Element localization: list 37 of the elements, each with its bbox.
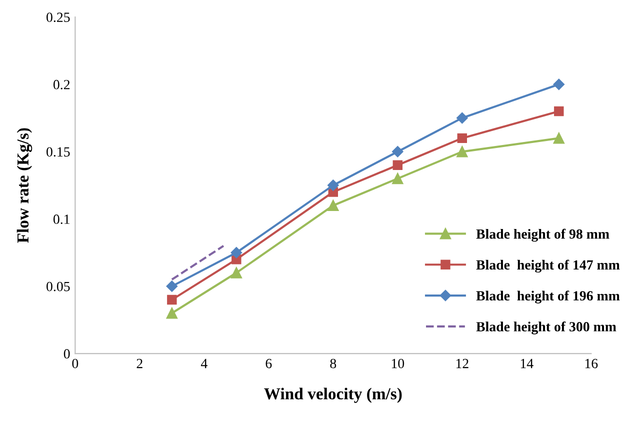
legend-label: Blade height of 300 mm	[476, 322, 616, 334]
y-tick-label: 0	[64, 349, 70, 359]
point	[392, 173, 404, 184]
point	[392, 146, 404, 158]
x-tick-label: 4	[200, 358, 208, 368]
point	[553, 132, 564, 144]
point	[328, 200, 339, 212]
point	[392, 160, 403, 170]
point	[230, 247, 242, 258]
x-tick-label: 0	[72, 358, 78, 368]
x-tick-label: 6	[266, 358, 272, 368]
point	[166, 308, 178, 319]
x-tick-label: 12	[456, 358, 468, 368]
point	[457, 133, 468, 144]
legend-label: Blade height of 147 mm	[476, 260, 620, 273]
y-tick-label: 0.25	[46, 12, 70, 22]
point	[230, 267, 242, 278]
point	[553, 78, 564, 90]
x-tick-label: 14	[520, 358, 534, 368]
point	[456, 112, 468, 124]
x-tick-label: 16	[585, 358, 598, 368]
point	[166, 280, 178, 292]
legend-label: Blade height of 98 mm	[476, 228, 610, 242]
y-tick-label: 0.15	[46, 147, 70, 157]
legend-label: Blade height of 196 mm	[476, 290, 620, 304]
x-tick-label: 10	[392, 358, 404, 368]
x-tick-label: 2	[136, 358, 142, 368]
point	[328, 180, 339, 191]
point	[167, 294, 177, 305]
y-axis-title: Flow rate (Kg/s)	[16, 128, 32, 243]
y-tick-label: 0.05	[46, 282, 70, 292]
y-tick-label: 0.2	[53, 80, 70, 90]
x-axis-title: Wind velocity (m/s)	[264, 388, 402, 403]
point	[456, 146, 468, 158]
y-tick-label: 0.1	[53, 214, 70, 224]
point	[554, 106, 564, 116]
x-tick-label: 8	[330, 358, 336, 368]
